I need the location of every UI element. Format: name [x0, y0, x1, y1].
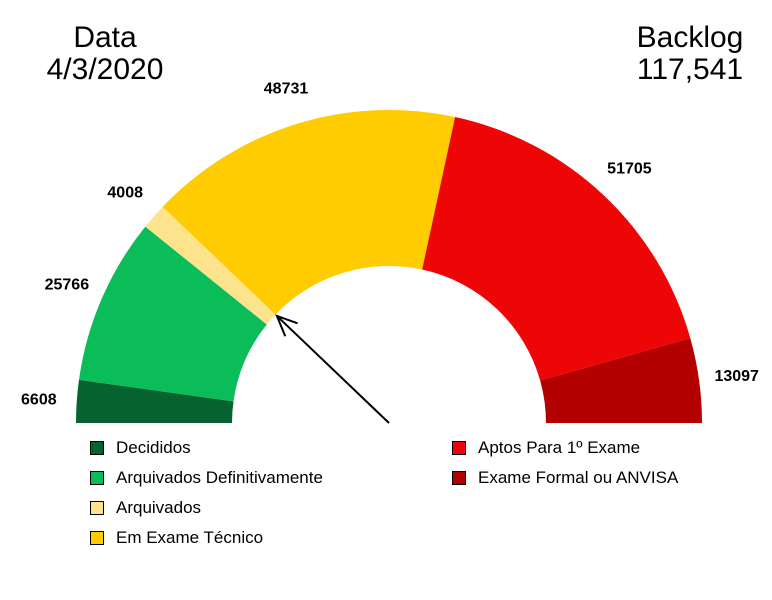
legend-label: Aptos Para 1º Exame	[478, 438, 640, 458]
legend-item-arquivados-definitivamente: Arquivados Definitivamente	[90, 468, 323, 488]
slice-label-aptos-para-1-exame: 51705	[607, 160, 652, 177]
legend-label: Decididos	[116, 438, 191, 458]
pointer-arrow	[277, 316, 389, 423]
legend-item-aptos-para-1-exame: Aptos Para 1º Exame	[452, 438, 640, 458]
slice-label-arquivados-definitivamente: 25766	[45, 277, 90, 294]
slice-label-exame-formal-ou-anvisa: 13097	[714, 368, 759, 385]
legend-swatch	[452, 471, 466, 485]
slice-label-em-exame-tecnico: 48731	[264, 80, 309, 97]
legend-swatch	[452, 441, 466, 455]
slice-aptos-para-1-exame	[422, 117, 690, 380]
legend-item-arquivados: Arquivados	[90, 498, 201, 518]
slice-label-decididos: 6608	[21, 392, 57, 409]
legend-label: Arquivados	[116, 498, 201, 518]
legend-label: Em Exame Técnico	[116, 528, 263, 548]
legend-label: Exame Formal ou ANVISA	[478, 468, 678, 488]
legend-swatch	[90, 471, 104, 485]
legend-swatch	[90, 441, 104, 455]
legend-label: Arquivados Definitivamente	[116, 468, 323, 488]
slice-label-arquivados: 4008	[107, 184, 143, 201]
legend-item-exame-formal-ou-anvisa: Exame Formal ou ANVISA	[452, 468, 678, 488]
legend-swatch	[90, 531, 104, 545]
legend-item-em-exame-tecnico: Em Exame Técnico	[90, 528, 263, 548]
legend-item-decididos: Decididos	[90, 438, 191, 458]
legend-swatch	[90, 501, 104, 515]
